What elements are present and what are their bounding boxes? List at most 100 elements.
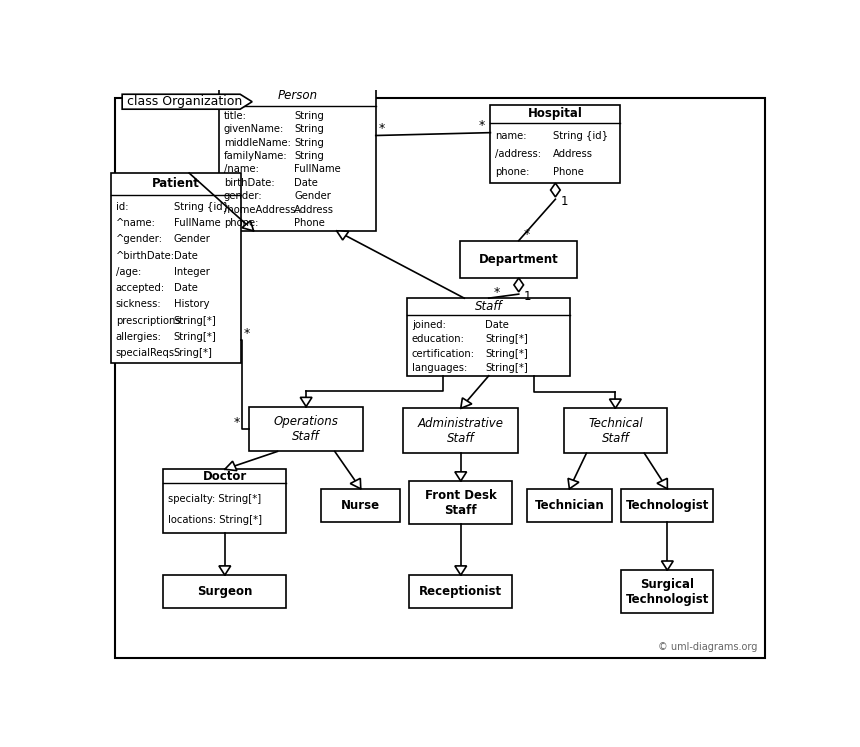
Text: Operations
Staff: Operations Staff (273, 415, 339, 443)
Text: String: String (294, 137, 324, 148)
Text: certification:: certification: (412, 349, 475, 359)
Bar (403, 409, 518, 453)
Bar (111, 173, 241, 363)
Text: Date: Date (174, 283, 198, 293)
Text: 1: 1 (561, 195, 568, 208)
Text: class Organization: class Organization (127, 95, 243, 108)
Text: specialReqs:: specialReqs: (116, 348, 178, 359)
Text: Phone: Phone (553, 167, 584, 178)
Text: Patient: Patient (152, 178, 200, 190)
Text: sickness:: sickness: (116, 300, 162, 309)
Bar (219, 84, 376, 231)
Text: Gender: Gender (294, 191, 331, 201)
Polygon shape (461, 398, 472, 409)
Text: familyName:: familyName: (224, 151, 287, 161)
Text: Integer: Integer (174, 267, 210, 277)
Text: Address: Address (553, 149, 593, 159)
Text: *: * (234, 415, 241, 429)
Text: Technician: Technician (535, 499, 605, 512)
Text: String: String (294, 111, 324, 121)
Text: String[*]: String[*] (174, 316, 217, 326)
Bar (409, 481, 513, 524)
Text: FullName: FullName (174, 218, 220, 228)
Text: String[*]: String[*] (486, 362, 528, 373)
Text: name:: name: (495, 131, 526, 140)
Polygon shape (219, 566, 230, 575)
Bar (163, 575, 286, 609)
Text: Technologist: Technologist (626, 499, 709, 512)
Text: 1: 1 (524, 290, 531, 303)
Polygon shape (224, 461, 237, 471)
Polygon shape (300, 397, 312, 406)
Bar (407, 298, 570, 376)
Bar (163, 469, 286, 533)
Polygon shape (610, 399, 621, 409)
Text: /age:: /age: (116, 267, 141, 277)
Text: allergies:: allergies: (116, 332, 162, 342)
Text: Department: Department (479, 252, 559, 266)
Text: givenName:: givenName: (224, 124, 284, 134)
Text: /homeAddress:: /homeAddress: (224, 205, 298, 214)
Polygon shape (514, 278, 524, 292)
Text: Gender: Gender (174, 235, 211, 244)
Text: String[*]: String[*] (486, 349, 528, 359)
Text: /name:: /name: (224, 164, 259, 174)
Text: String[*]: String[*] (486, 335, 528, 344)
Text: joined:: joined: (412, 320, 445, 330)
Text: Nurse: Nurse (341, 499, 380, 512)
Text: *: * (243, 326, 250, 340)
Text: ^name:: ^name: (116, 218, 156, 228)
Text: title:: title: (224, 111, 247, 121)
Text: phone:: phone: (224, 218, 258, 228)
Polygon shape (122, 94, 252, 109)
Polygon shape (455, 472, 467, 481)
Text: String[*]: String[*] (174, 332, 217, 342)
Text: specialty: String[*]: specialty: String[*] (168, 494, 261, 503)
Text: phone:: phone: (495, 167, 530, 178)
Bar (622, 489, 713, 522)
Text: Person: Person (278, 89, 317, 102)
Text: *: * (494, 286, 501, 299)
Text: ^gender:: ^gender: (116, 235, 163, 244)
Text: Front Desk
Staff: Front Desk Staff (425, 489, 496, 517)
Text: Surgeon: Surgeon (197, 586, 253, 598)
Text: Receptionist: Receptionist (419, 586, 502, 598)
Bar (490, 105, 620, 183)
Text: locations: String[*]: locations: String[*] (168, 515, 261, 525)
Text: Surgical
Technologist: Surgical Technologist (626, 577, 709, 606)
Text: birthDate:: birthDate: (224, 178, 274, 187)
Text: FullName: FullName (294, 164, 341, 174)
Text: languages:: languages: (412, 362, 467, 373)
Text: Date: Date (486, 320, 509, 330)
Text: *: * (379, 122, 385, 135)
Text: String: String (294, 124, 324, 134)
Bar (409, 575, 513, 609)
Polygon shape (661, 561, 673, 570)
Text: education:: education: (412, 335, 464, 344)
Text: gender:: gender: (224, 191, 262, 201)
Text: String {id}: String {id} (174, 202, 229, 211)
Text: String {id}: String {id} (553, 131, 608, 140)
Text: Sring[*]: Sring[*] (174, 348, 212, 359)
Text: id:: id: (116, 202, 128, 211)
Polygon shape (568, 478, 579, 489)
Text: *: * (524, 229, 531, 241)
Polygon shape (455, 566, 467, 575)
Text: Technical
Staff: Technical Staff (588, 417, 642, 444)
Text: Date: Date (174, 250, 198, 261)
Polygon shape (242, 220, 254, 231)
Polygon shape (657, 478, 667, 489)
Polygon shape (336, 231, 349, 240)
Bar (249, 406, 364, 451)
Bar (322, 489, 400, 522)
Text: Date: Date (294, 178, 318, 187)
Text: Phone: Phone (294, 218, 325, 228)
Text: Staff: Staff (475, 300, 502, 313)
Bar (622, 570, 713, 613)
Text: Administrative
Staff: Administrative Staff (418, 417, 504, 444)
Text: String: String (294, 151, 324, 161)
Bar (460, 241, 577, 278)
Bar (526, 489, 612, 522)
Text: Doctor: Doctor (203, 470, 247, 483)
Bar (563, 409, 667, 453)
